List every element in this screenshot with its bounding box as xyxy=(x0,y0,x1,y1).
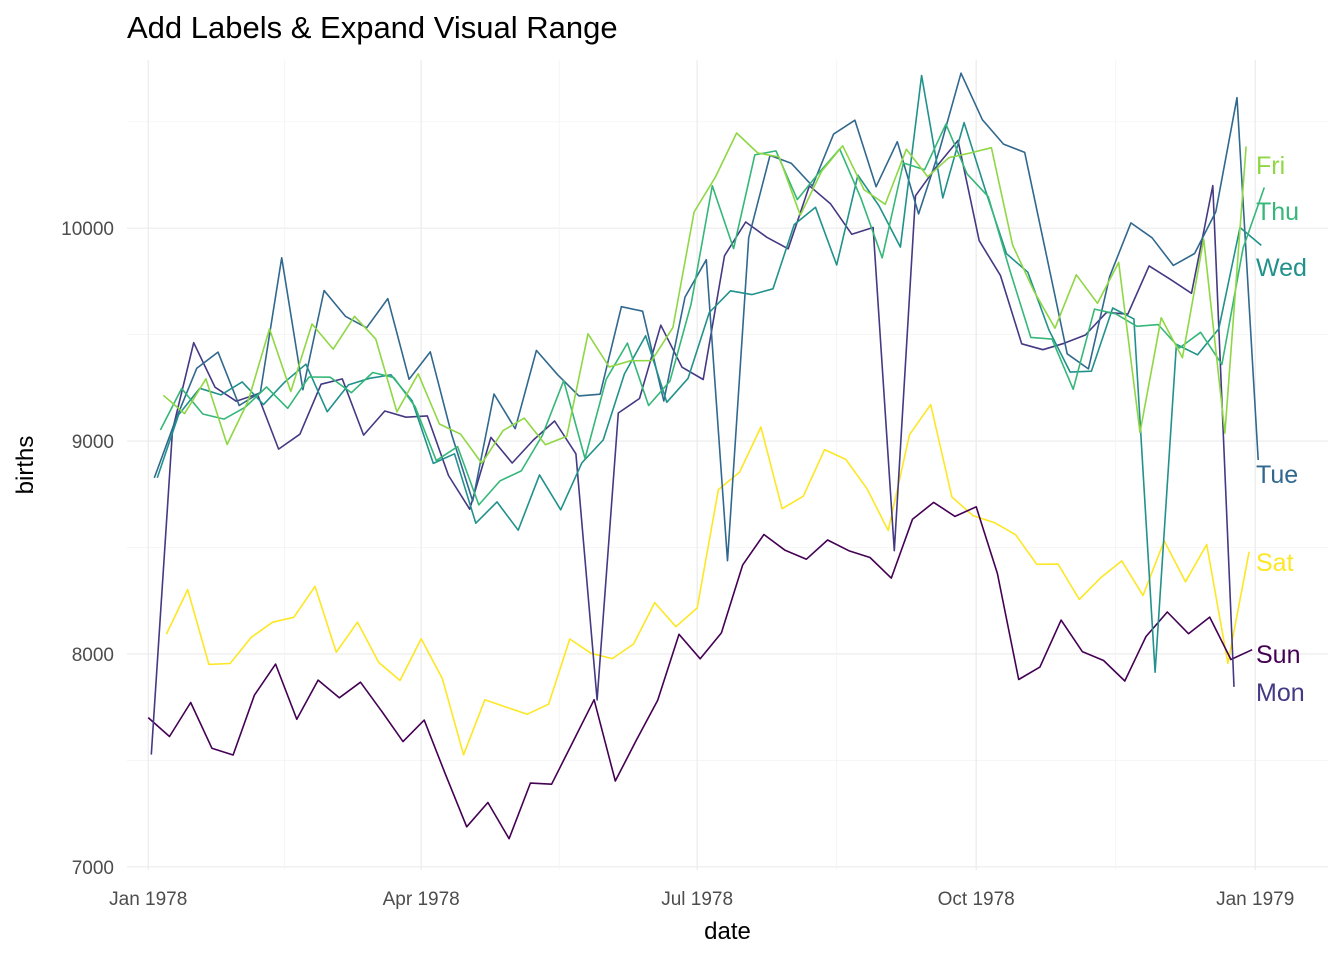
series-label-sun: Sun xyxy=(1256,641,1300,669)
y-axis-ticks: 7000 8000 9000 10000 xyxy=(61,219,114,879)
x-axis-ticks: Jan 1978 Apr 1978 Jul 1978 Oct 1978 Jan 1979 xyxy=(109,889,1294,910)
y-axis-title: births xyxy=(12,436,39,495)
y-tick-label: 7000 xyxy=(72,858,114,879)
series-line-sun xyxy=(147,501,1253,840)
y-tick-label: 10000 xyxy=(61,219,114,240)
chart-title: Add Labels & Expand Visual Range xyxy=(127,10,618,45)
series-line-fri xyxy=(162,132,1247,465)
series-line-mon xyxy=(150,139,1235,755)
series-label-sat: Sat xyxy=(1256,549,1294,577)
series-label-wed: Wed xyxy=(1256,254,1307,282)
series-line-sat xyxy=(165,403,1250,756)
grid xyxy=(127,60,1328,870)
x-axis-title: date xyxy=(704,918,751,945)
series-label-fri: Fri xyxy=(1256,152,1285,180)
x-tick-label: Apr 1978 xyxy=(383,889,460,910)
series-label-thu: Thu xyxy=(1256,198,1299,226)
x-tick-label: Oct 1978 xyxy=(938,889,1015,910)
x-tick-label: Jan 1979 xyxy=(1216,889,1294,910)
series-label-tue: Tue xyxy=(1256,461,1298,489)
y-tick-label: 9000 xyxy=(72,432,114,453)
series-lines xyxy=(147,72,1266,840)
series-labels: Sun Mon Tue Wed Thu Fri Sat xyxy=(1256,152,1307,707)
series-line-tue xyxy=(153,72,1259,562)
series-line-thu xyxy=(159,123,1266,506)
x-tick-label: Jan 1978 xyxy=(109,889,187,910)
series-label-mon: Mon xyxy=(1256,679,1305,707)
x-tick-label: Jul 1978 xyxy=(661,889,733,910)
y-tick-label: 8000 xyxy=(72,645,114,666)
